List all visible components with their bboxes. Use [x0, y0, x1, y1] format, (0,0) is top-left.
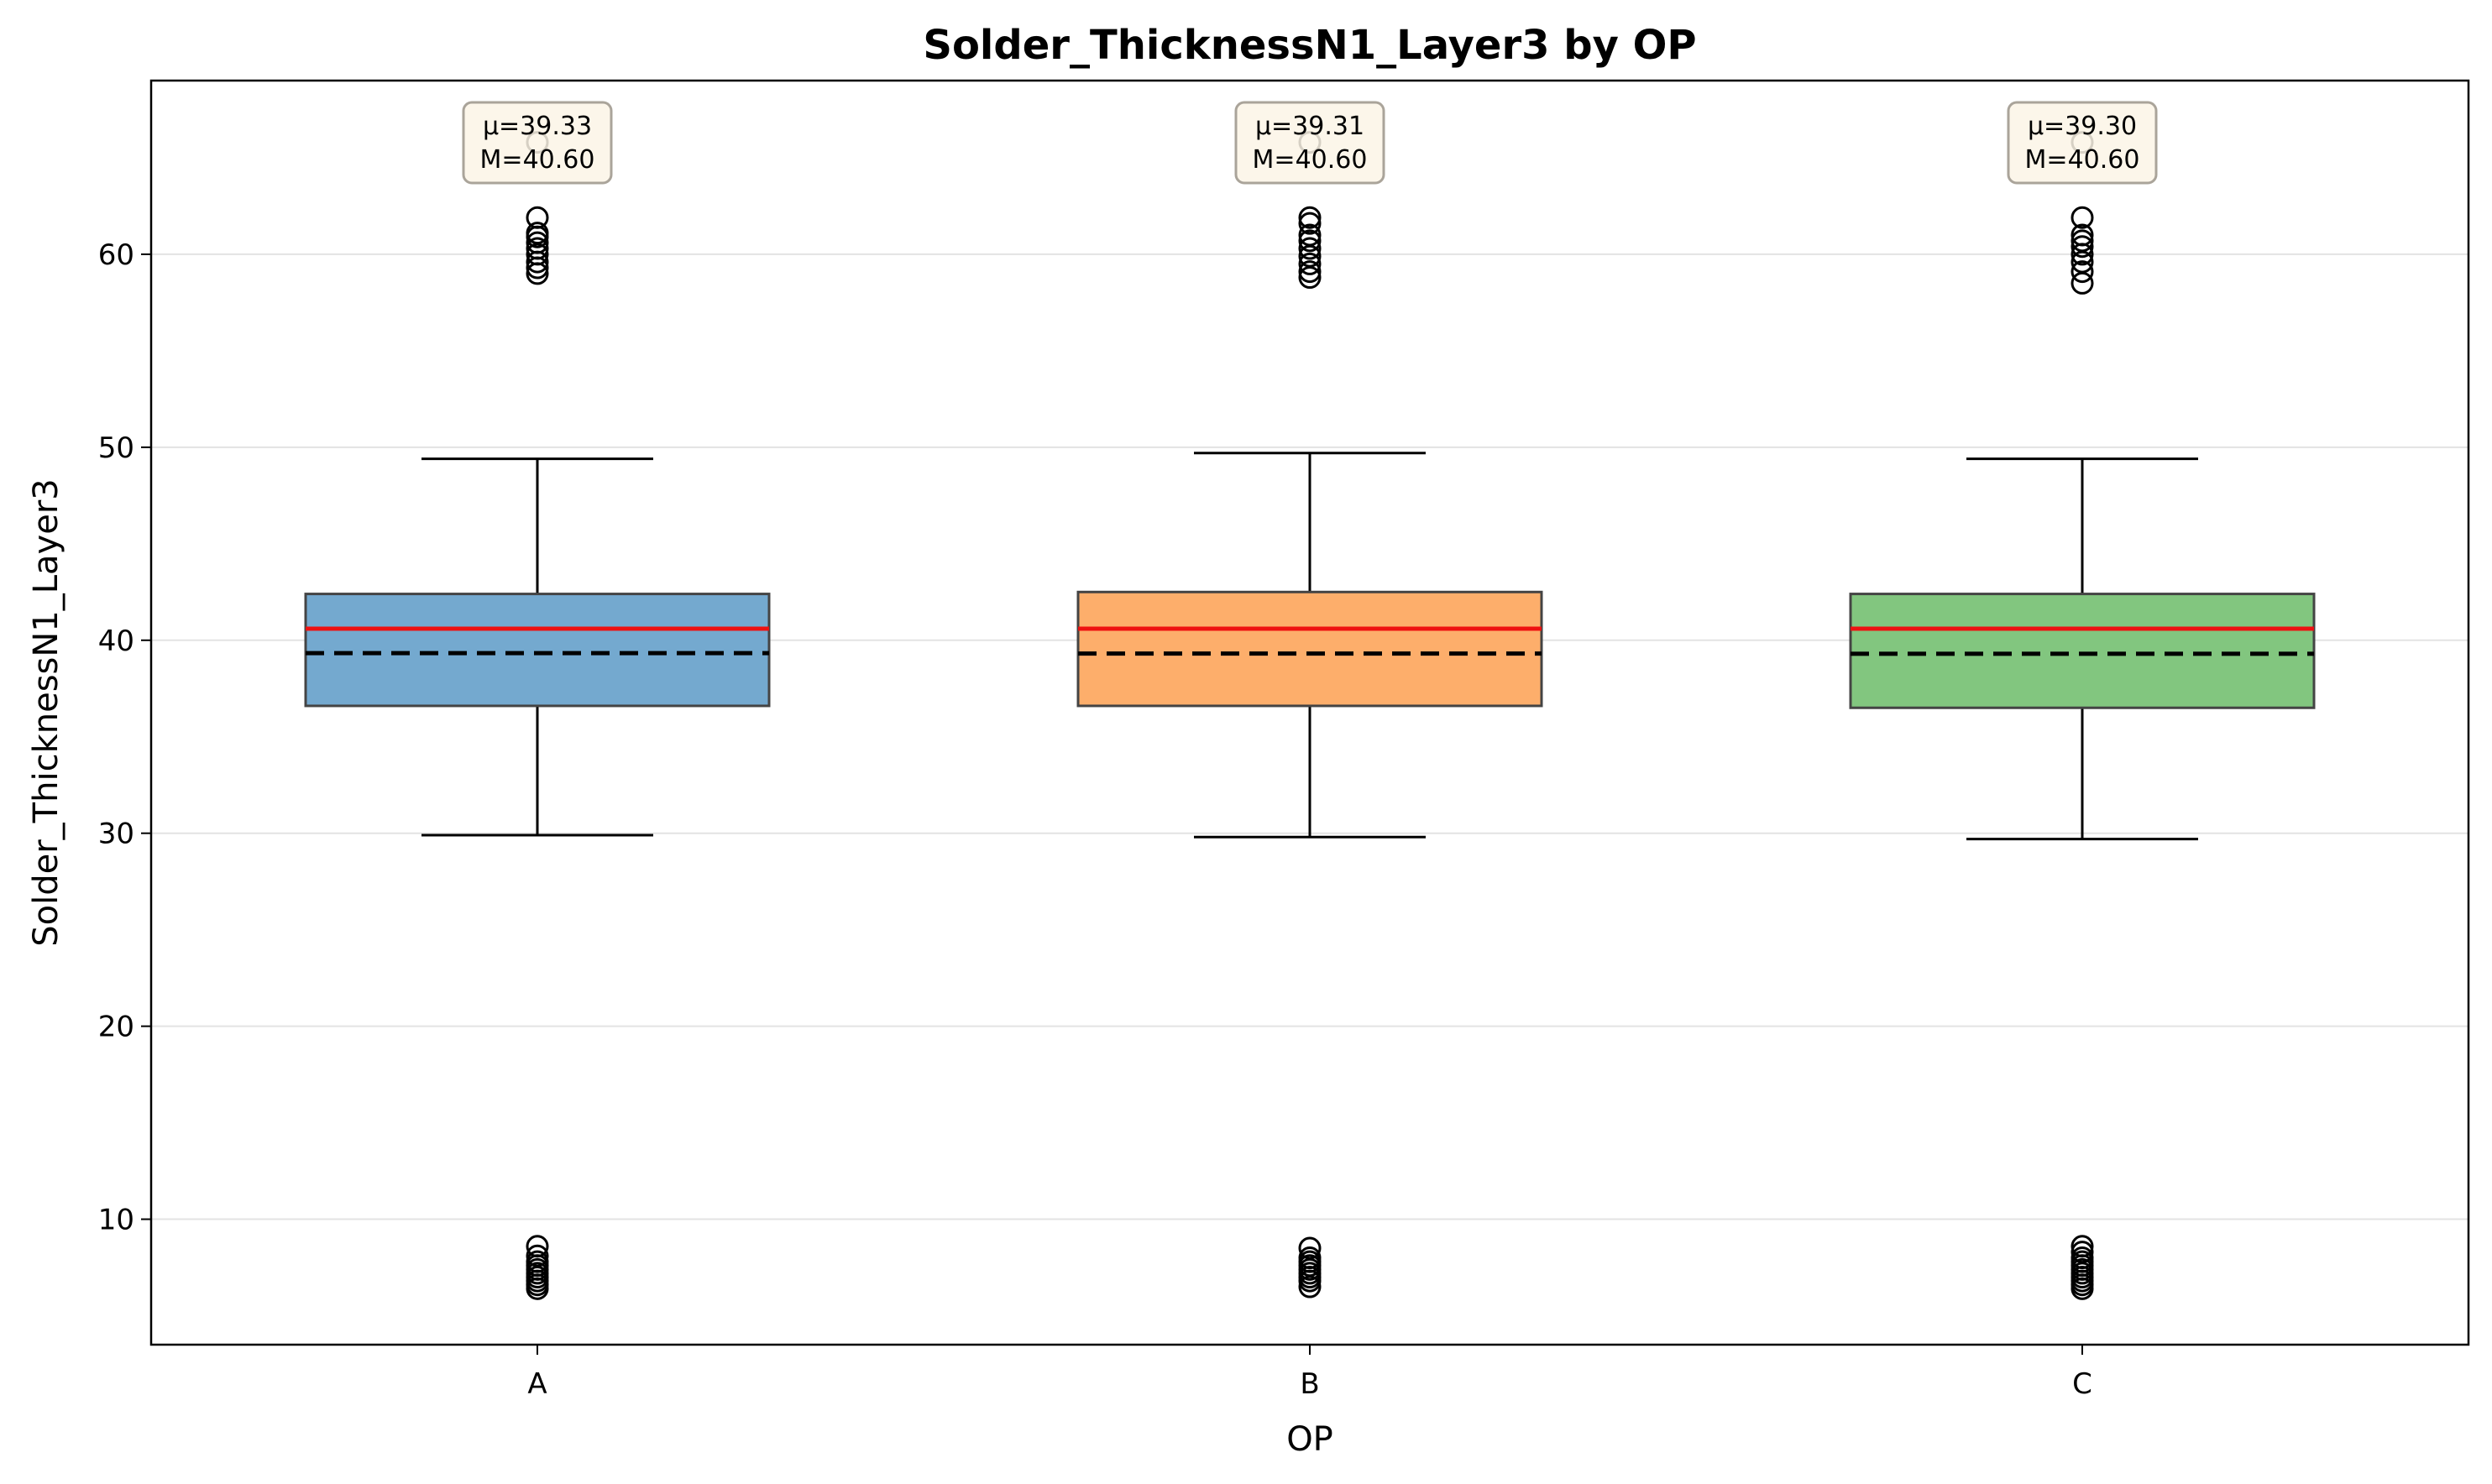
outlier-point: [2071, 260, 2094, 284]
annotation-box: [462, 101, 613, 185]
iqr-box: [304, 593, 771, 708]
outlier-point: [526, 1244, 549, 1267]
outlier-point: [2071, 229, 2094, 253]
x-tick-label: B: [1300, 1367, 1319, 1401]
annotation-B: μ=39.31 M=40.60: [1234, 101, 1385, 185]
outlier-point: [526, 206, 549, 229]
annotation-mean: μ=39.33: [483, 112, 592, 141]
outlier-point: [2071, 235, 2094, 259]
annotation-median: M=40.60: [1253, 145, 1368, 175]
box-A: [304, 131, 771, 1300]
x-axis-ticks: A B C: [527, 1345, 2092, 1401]
annotation-mean: μ=39.31: [1255, 112, 1364, 141]
annotation-C: μ=39.30 M=40.60: [2007, 101, 2158, 185]
outlier-point: [526, 222, 549, 245]
x-axis-label: OP: [1286, 1420, 1333, 1459]
y-axis-ticks: 10 20 30 40 50 60: [98, 238, 151, 1237]
y-tick-label: 50: [98, 431, 134, 465]
outlier-point: [1298, 206, 1322, 229]
outlier-point: [1298, 212, 1322, 235]
annotations: μ=39.33 M=40.60 μ=39.31 M=40.60 μ=39.30 M=40.…: [462, 101, 2158, 185]
y-tick-label: 60: [98, 238, 134, 272]
x-tick-label: A: [527, 1367, 547, 1401]
annotation-box: [1234, 101, 1385, 185]
outlier-point: [2071, 271, 2094, 295]
annotation-median: M=40.60: [480, 145, 595, 175]
annotation-box: [2007, 101, 2158, 185]
box-B: [1076, 131, 1543, 1298]
y-tick-label: 10: [98, 1204, 134, 1237]
annotation-mean: μ=39.30: [2028, 112, 2137, 141]
chart-title: Solder_ThicknessN1_Layer3 by OP: [923, 22, 1696, 69]
outlier-point: [2071, 206, 2094, 229]
outlier-point: [1298, 1236, 1322, 1260]
annotation-A: μ=39.33 M=40.60: [462, 101, 613, 185]
outlier-point: [1298, 223, 1322, 247]
outlier-point: [2071, 1241, 2094, 1264]
annotation-median: M=40.60: [2025, 145, 2140, 175]
outlier-point: [1298, 229, 1322, 253]
y-tick-label: 30: [98, 818, 134, 851]
outlier-point: [526, 1250, 549, 1273]
outlier-point: [526, 1235, 549, 1258]
iqr-box: [1076, 590, 1543, 708]
outlier-point: [2071, 1235, 2094, 1258]
y-tick-label: 40: [98, 624, 134, 658]
outlier-point: [1298, 260, 1322, 284]
box-C: [1849, 131, 2316, 1300]
boxes: [304, 131, 2316, 1300]
outlier-point: [1298, 252, 1322, 275]
y-tick-label: 20: [98, 1011, 134, 1044]
outlier-point: [526, 237, 549, 260]
x-tick-label: C: [2072, 1367, 2092, 1401]
outlier-point: [1298, 237, 1322, 260]
outlier-point: [2071, 223, 2094, 247]
outlier-point: [1298, 1246, 1322, 1270]
y-axis-label: Solder_ThicknessN1_Layer3: [27, 478, 65, 946]
outlier-point: [2071, 1246, 2094, 1270]
iqr-box: [1849, 593, 2316, 709]
outlier-point: [526, 231, 549, 254]
